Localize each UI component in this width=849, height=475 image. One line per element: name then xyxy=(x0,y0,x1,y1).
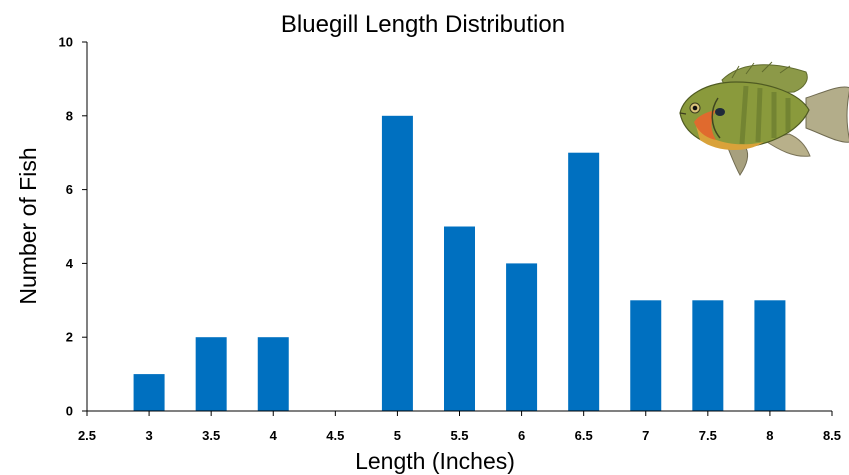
bar-6.5 xyxy=(568,152,600,411)
bar-3.5 xyxy=(195,337,227,411)
x-ticks: 2.5 3 3.5 4 4.5 5 5.5 6 6.5 7 7.5 8 8.5 xyxy=(78,411,841,443)
bars-group xyxy=(133,115,786,412)
y-tick-label: 0 xyxy=(66,404,73,419)
y-ticks: 0 2 4 6 8 10 xyxy=(59,35,87,419)
x-tick-label: 4.5 xyxy=(326,428,344,443)
x-axis-label: Length (Inches) xyxy=(355,448,515,474)
bar-6 xyxy=(506,263,538,411)
x-tick-label: 3 xyxy=(145,428,152,443)
y-tick-label: 10 xyxy=(59,35,73,50)
x-tick-label: 5 xyxy=(394,428,401,443)
bluegill-fish-icon xyxy=(679,61,849,176)
y-tick-label: 6 xyxy=(66,182,73,197)
x-tick-label: 5.5 xyxy=(450,428,468,443)
x-tick-label: 6.5 xyxy=(575,428,593,443)
x-tick-label: 7 xyxy=(642,428,649,443)
x-tick-label: 3.5 xyxy=(202,428,220,443)
bar-5.5 xyxy=(444,226,475,411)
bar-3 xyxy=(133,374,165,411)
bar-4 xyxy=(257,337,289,411)
y-axis-label: Number of Fish xyxy=(15,147,41,304)
y-tick-label: 2 xyxy=(66,330,73,345)
x-tick-label: 2.5 xyxy=(78,428,96,443)
x-tick-label: 4 xyxy=(270,428,278,443)
bar-7 xyxy=(630,300,662,411)
x-tick-label: 8.5 xyxy=(823,428,841,443)
y-tick-label: 8 xyxy=(66,108,73,123)
chart-title: Bluegill Length Distribution xyxy=(281,11,565,38)
bar-7.5 xyxy=(692,300,724,411)
bar-5 xyxy=(381,115,413,412)
x-tick-label: 8 xyxy=(766,428,773,443)
y-tick-label: 4 xyxy=(66,256,74,271)
bar-8 xyxy=(754,300,786,411)
x-tick-label: 6 xyxy=(518,428,525,443)
x-tick-label: 7.5 xyxy=(699,428,717,443)
